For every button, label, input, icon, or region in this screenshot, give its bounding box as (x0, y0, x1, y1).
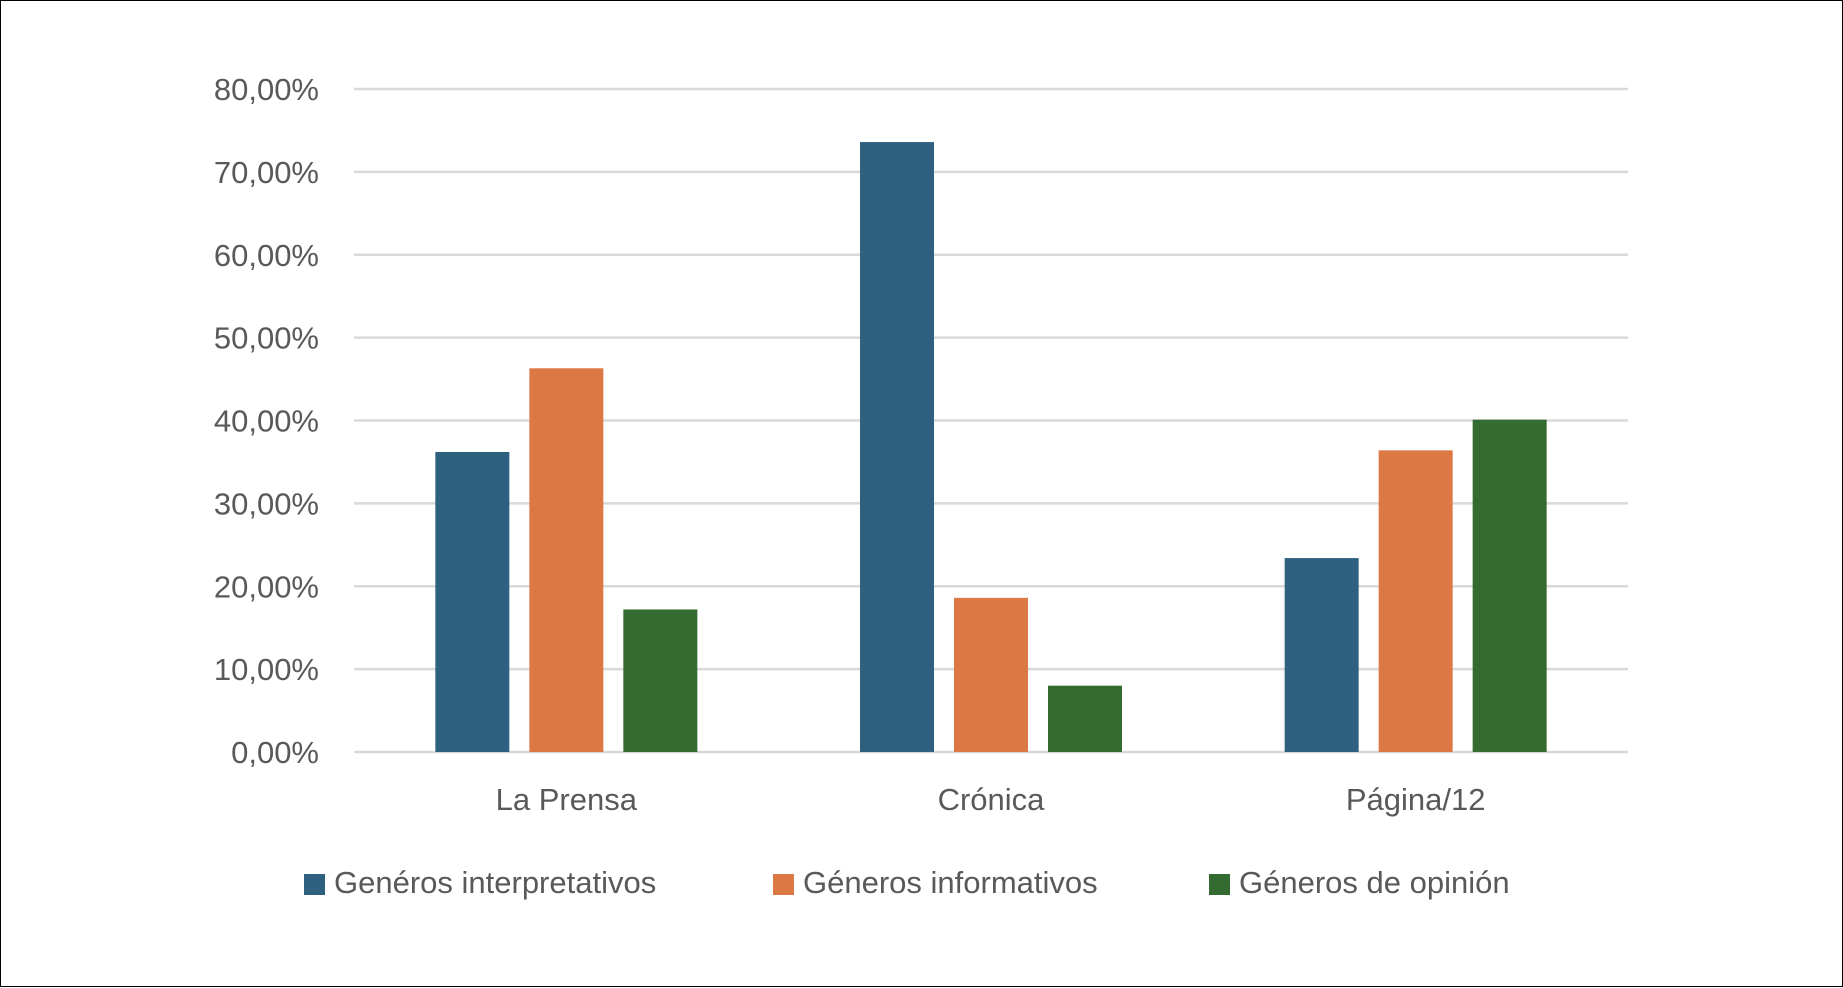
y-axis-ticks: 0,00% 10,00% 20,00% 30,00% 40,00% 50,00% 60,00… (214, 72, 319, 770)
y-tick-label: 70,00% (214, 155, 319, 190)
bar-g-neros-informativos-1 (954, 597, 1028, 752)
legend: Genéros interpretativos Géneros informati… (304, 865, 1510, 900)
y-tick-label: 10,00% (214, 652, 319, 687)
legend-swatch (1209, 874, 1230, 895)
x-axis-categories: La Prensa Crónica Página/12 (496, 782, 1486, 817)
x-category-label: Página/12 (1346, 782, 1486, 817)
legend-label: Genéros interpretativos (334, 865, 656, 900)
y-tick-label: 0,00% (231, 735, 319, 770)
x-category-label: La Prensa (496, 782, 638, 817)
legend-swatch (304, 874, 325, 895)
y-tick-label: 80,00% (214, 72, 319, 107)
bar-gen-ros-interpretativos-1 (860, 142, 934, 753)
legend-item: Genéros interpretativos (304, 865, 656, 900)
legend-label: Géneros informativos (803, 865, 1098, 900)
bars (435, 142, 1547, 753)
legend-swatch (773, 874, 794, 895)
bar-g-neros-de-opini-n-1 (1048, 685, 1122, 752)
y-tick-label: 30,00% (214, 486, 319, 521)
legend-label: Géneros de opinión (1239, 865, 1510, 900)
legend-item: Géneros de opinión (1209, 865, 1510, 900)
x-category-label: Crónica (938, 782, 1046, 817)
y-tick-label: 40,00% (214, 404, 319, 439)
legend-item: Géneros informativos (773, 865, 1098, 900)
bar-g-neros-informativos-2 (1378, 450, 1453, 752)
bar-gen-ros-interpretativos-2 (1284, 558, 1359, 752)
y-tick-label: 60,00% (214, 238, 319, 273)
y-tick-label: 20,00% (214, 569, 319, 604)
bar-gen-ros-interpretativos-0 (435, 451, 510, 752)
bar-g-neros-de-opini-n-0 (623, 609, 698, 752)
bar-g-neros-informativos-0 (529, 368, 604, 752)
y-tick-label: 50,00% (214, 321, 319, 356)
bar-g-neros-de-opini-n-2 (1472, 419, 1547, 752)
